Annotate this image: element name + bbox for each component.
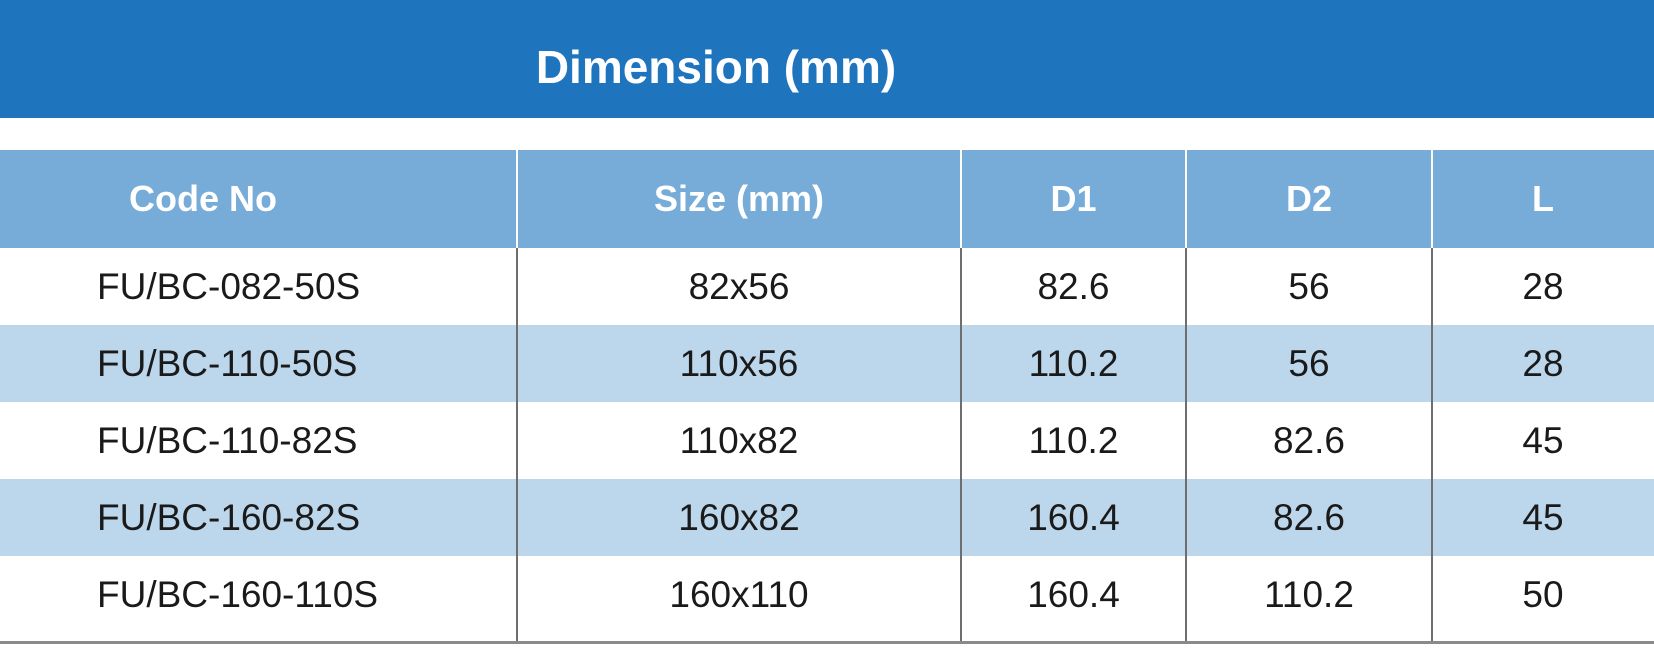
table-cell: FU/BC-110-82S: [97, 419, 358, 461]
table-cell: 110x82: [679, 419, 799, 461]
table-row: FU/BC-110-50S 110x56 110.2 56 28: [0, 325, 1654, 402]
column-separator: [1431, 248, 1433, 641]
title-bar: Dimension (mm): [0, 0, 1654, 118]
table-cell: FU/BC-160-82S: [97, 496, 361, 538]
bottom-line: [0, 641, 1654, 644]
table-cell: 110.2: [1028, 342, 1119, 384]
table-cell: 160x82: [678, 496, 800, 538]
table-cell: FU/BC-082-50S: [97, 265, 361, 307]
table-cell: 82.6: [1272, 496, 1345, 538]
table-cell: 160.4: [1027, 573, 1120, 615]
table-cell: FU/BC-160-110S: [97, 573, 379, 615]
header-cell: L: [1532, 178, 1554, 219]
header-separator: [960, 150, 962, 248]
table-cell: 28: [1522, 342, 1564, 384]
table-cell: 110x56: [679, 342, 799, 384]
header-separator: [1431, 150, 1433, 248]
table-row: FU/BC-160-110S 160x110 160.4 110.2 50: [0, 556, 1654, 633]
table-cell: 56: [1288, 265, 1330, 307]
header-row: Code No Size (mm) D1 D2 L: [0, 150, 1654, 248]
table-cell: 56: [1288, 342, 1330, 384]
header-separator: [516, 150, 518, 248]
title: Dimension (mm): [535, 41, 897, 93]
header-cell: Code No: [129, 178, 277, 219]
table-cell: 82x56: [688, 265, 790, 307]
table-cell: 45: [1522, 419, 1564, 461]
table-cell: 82.6: [1037, 265, 1110, 307]
header-cell: D2: [1285, 178, 1333, 219]
table-cell: FU/BC-110-50S: [97, 342, 358, 384]
table-cell: 50: [1522, 573, 1564, 615]
table-cell: 28: [1522, 265, 1564, 307]
table-cell: 45: [1522, 496, 1564, 538]
column-separator: [1185, 248, 1187, 641]
table-cell: 110.2: [1264, 573, 1354, 615]
table-cell: 82.6: [1272, 419, 1345, 461]
table-row: FU/BC-110-82S 110x82 110.2 82.6 45: [0, 402, 1654, 479]
table-row: FU/BC-160-82S 160x82 160.4 82.6 45: [0, 479, 1654, 556]
table-row: FU/BC-082-50S 82x56 82.6 56 28: [0, 248, 1654, 325]
table-cell: 110.2: [1028, 419, 1119, 461]
column-separator: [516, 248, 518, 641]
column-separator: [960, 248, 962, 641]
header-separator: [1185, 150, 1187, 248]
header-cell: D1: [1050, 178, 1097, 219]
table-cell: 160x110: [669, 573, 809, 615]
table-cell: 160.4: [1027, 496, 1120, 538]
header-cell: Size (mm): [653, 178, 825, 219]
